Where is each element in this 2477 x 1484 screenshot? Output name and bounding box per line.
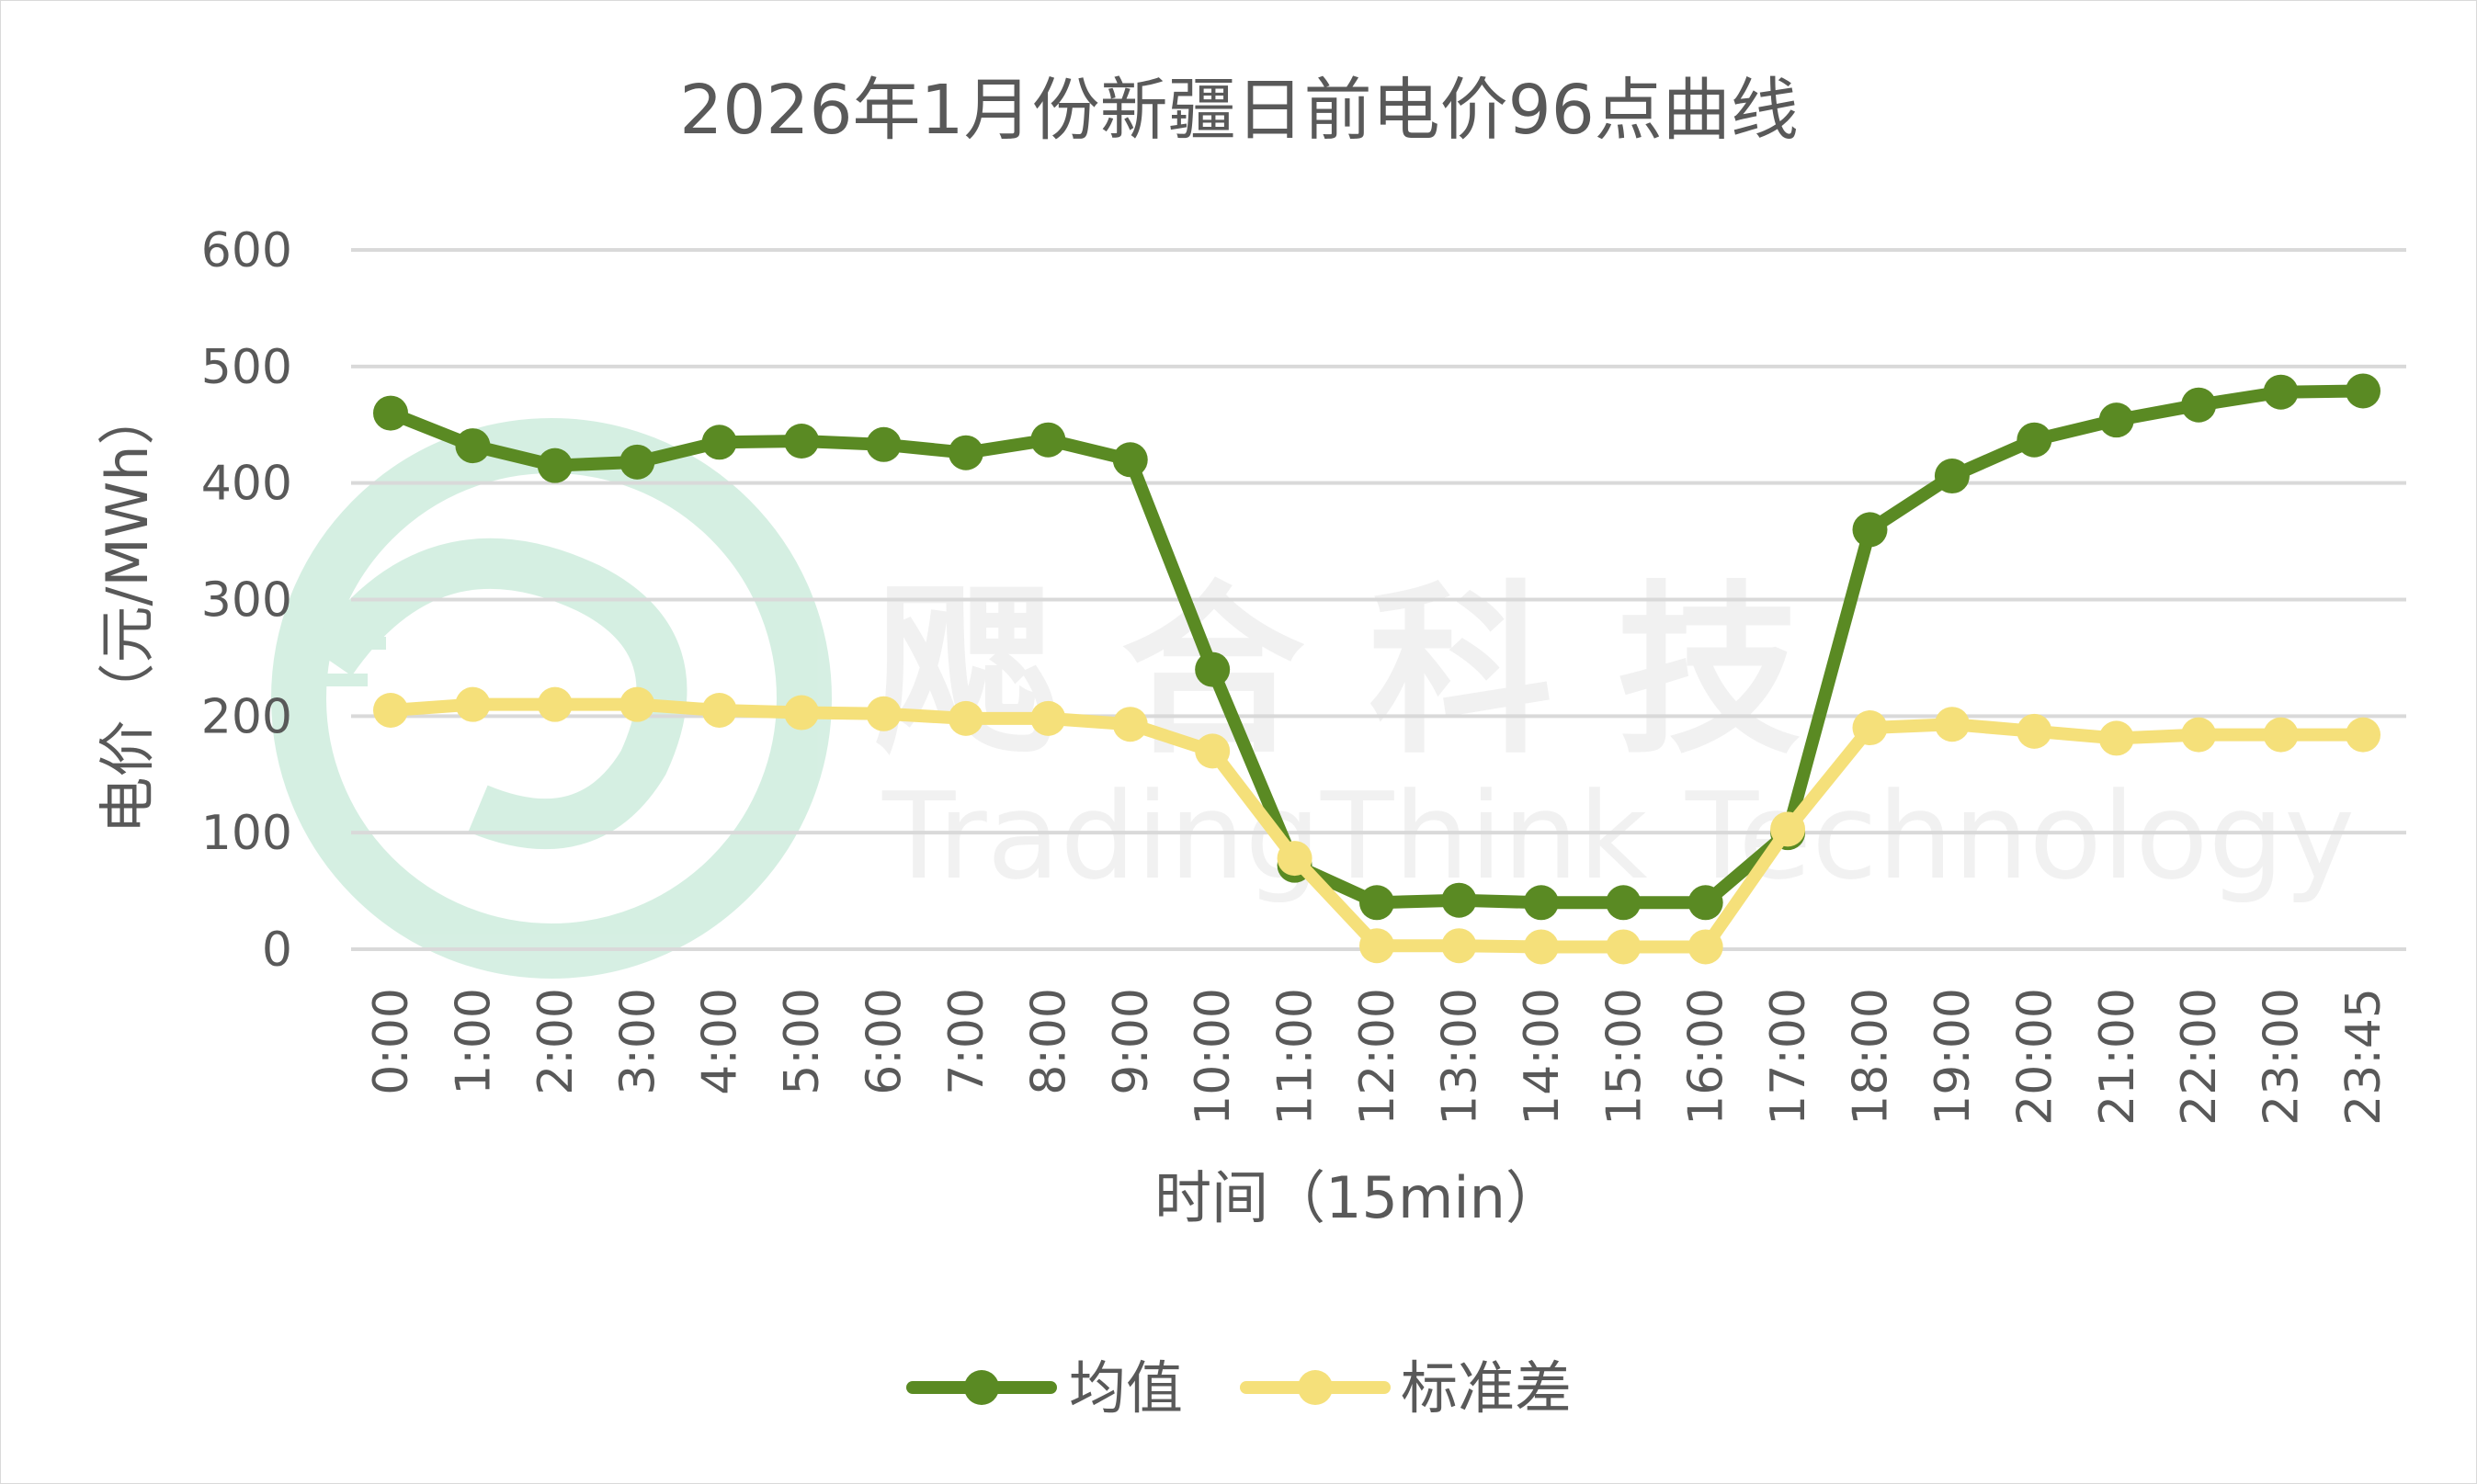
x-tick-label: 8:00 — [1021, 988, 1076, 1095]
x-tick-label: 21:00 — [2090, 988, 2145, 1126]
legend: 均值 标准差 — [906, 1354, 1572, 1422]
data-point-mean — [2346, 373, 2380, 409]
x-tick-label: 7:00 — [939, 988, 994, 1095]
data-point-mean — [1852, 512, 1888, 548]
x-tick-label: 18:00 — [1844, 988, 1899, 1126]
data-point-stddev — [1852, 710, 1888, 746]
data-point-stddev — [1770, 811, 1806, 847]
y-tick-label: 500 — [201, 340, 292, 395]
data-point-stddev — [1523, 929, 1559, 965]
data-point-stddev — [2346, 717, 2380, 753]
data-point-mean — [1195, 651, 1231, 687]
data-point-stddev — [2017, 713, 2052, 749]
legend-marker-mean — [964, 1370, 999, 1405]
data-point-mean — [1934, 459, 1970, 494]
data-point-mean — [2098, 402, 2134, 438]
y-tick-label: 100 — [201, 806, 292, 861]
x-tick-label: 9:00 — [1104, 988, 1159, 1095]
x-tick-label: 16:00 — [1679, 988, 1734, 1126]
legend-marker-stddev — [1298, 1370, 1333, 1405]
data-point-mean — [1441, 882, 1477, 918]
data-point-stddev — [2098, 720, 2134, 756]
data-point-mean — [455, 428, 491, 464]
data-point-mean — [2263, 374, 2299, 410]
data-point-stddev — [537, 686, 573, 722]
x-tick-label: 23:45 — [2336, 988, 2392, 1126]
legend-label-stddev: 标准差 — [1401, 1354, 1572, 1422]
y-tick-label: 200 — [201, 689, 292, 744]
x-tick-labels: 0:00 1:00 2:00 3:00 4:00 5:00 6:00 7:00 8:00 9:00… — [364, 988, 2392, 1126]
data-point-mean — [1523, 885, 1559, 921]
chart-title: 2026年1月份新疆日前电价96点曲线 — [679, 71, 1799, 150]
data-point-stddev — [619, 686, 655, 722]
x-tick-label: 19:00 — [1926, 988, 1981, 1126]
y-tick-labels: 0 100 200 300 400 500 600 — [201, 223, 292, 978]
data-point-mean — [1606, 885, 1642, 921]
data-point-stddev — [1441, 928, 1477, 964]
data-point-stddev — [455, 686, 491, 722]
x-tick-label: 13:00 — [1432, 988, 1487, 1126]
x-tick-label: 3:00 — [610, 988, 665, 1095]
data-point-stddev — [1934, 707, 1970, 742]
x-tick-label: 4:00 — [693, 988, 748, 1095]
data-point-mean — [1030, 422, 1066, 458]
x-tick-label: 17:00 — [1761, 988, 1816, 1126]
x-tick-label: 2:00 — [528, 988, 584, 1095]
x-tick-label: 22:00 — [2172, 988, 2227, 1126]
x-tick-label: 1:00 — [446, 988, 501, 1095]
x-tick-label: 12:00 — [1350, 988, 1405, 1126]
x-tick-label: 14:00 — [1515, 988, 1570, 1126]
watermark-english: TradingThink Technology — [881, 766, 2355, 906]
data-point-stddev — [373, 692, 408, 728]
x-tick-label: 11:00 — [1268, 988, 1324, 1126]
data-point-stddev — [2181, 717, 2217, 753]
x-tick-label: 23:00 — [2255, 988, 2310, 1126]
x-axis-title: 时间（15min） — [1154, 1164, 1562, 1231]
y-tick-label: 0 — [262, 923, 292, 978]
x-tick-label: 20:00 — [2007, 988, 2062, 1126]
data-point-mean — [1687, 885, 1723, 921]
data-point-mean — [2181, 387, 2217, 423]
data-point-mean — [1112, 442, 1148, 478]
y-tick-label: 400 — [201, 457, 292, 512]
data-point-mean — [373, 395, 408, 431]
data-point-stddev — [784, 695, 820, 731]
data-point-stddev — [2263, 717, 2299, 753]
data-point-mean — [537, 447, 573, 483]
data-point-stddev — [1277, 841, 1312, 877]
data-point-mean — [2017, 422, 2052, 458]
data-point-stddev — [1112, 707, 1148, 742]
data-point-mean — [701, 425, 737, 460]
data-point-mean — [619, 444, 655, 480]
x-tick-label: 5:00 — [775, 988, 830, 1095]
data-point-stddev — [1359, 928, 1394, 964]
data-point-stddev — [1030, 700, 1066, 736]
data-point-mean — [948, 435, 983, 470]
data-point-stddev — [948, 700, 983, 736]
data-point-stddev — [1195, 733, 1231, 769]
legend-label-mean: 均值 — [1069, 1354, 1183, 1422]
y-axis-title: 电价（元/MWh） — [94, 389, 161, 834]
x-tick-label: 15:00 — [1596, 988, 1652, 1126]
data-point-mean — [1359, 885, 1394, 921]
data-point-stddev — [1687, 929, 1723, 965]
x-tick-label: 0:00 — [364, 988, 419, 1095]
x-tick-label: 6:00 — [858, 988, 913, 1095]
data-point-mean — [866, 426, 902, 462]
watermark-chinese: 飔 合 科 技 — [873, 565, 1801, 779]
data-point-mean — [784, 424, 820, 459]
series-group — [373, 373, 2380, 965]
data-point-stddev — [701, 692, 737, 728]
y-tick-label: 600 — [201, 223, 292, 278]
x-tick-label: 10:00 — [1186, 988, 1241, 1126]
data-point-stddev — [866, 696, 902, 731]
data-point-stddev — [1606, 929, 1642, 965]
y-tick-label: 300 — [201, 573, 292, 629]
